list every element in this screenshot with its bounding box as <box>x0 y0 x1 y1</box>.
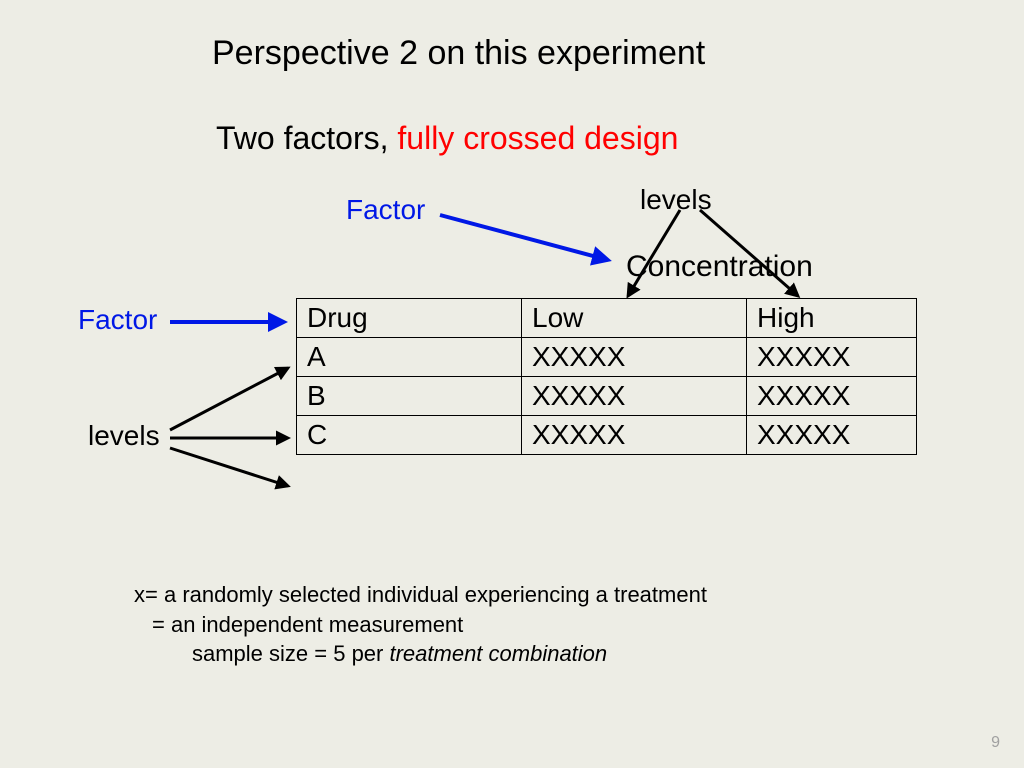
cell: A <box>297 338 522 377</box>
factor-label-left: Factor <box>78 304 157 336</box>
table-row: B XXXXX XXXXX <box>297 377 917 416</box>
levels-label-left: levels <box>88 420 160 452</box>
footnote: x= a randomly selected individual experi… <box>134 580 707 669</box>
cell: XXXXX <box>747 377 917 416</box>
footnote-line1: x= a randomly selected individual experi… <box>134 580 707 610</box>
cell: XXXXX <box>747 416 917 455</box>
col-header: High <box>747 299 917 338</box>
footnote-x: x= <box>134 582 164 607</box>
levels-label-top: levels <box>640 184 712 216</box>
subtitle-black: Two factors, <box>216 120 397 156</box>
arrow-levels-c <box>170 448 288 486</box>
footnote-line3: sample size = 5 per treatment combinatio… <box>134 639 707 669</box>
arrow-levels-a <box>170 368 288 430</box>
table-header-row: Drug Low High <box>297 299 917 338</box>
col-header: Low <box>522 299 747 338</box>
slide-subtitle: Two factors, fully crossed design <box>216 120 678 157</box>
subtitle-red: fully crossed design <box>397 120 678 156</box>
factor-label-top: Factor <box>346 194 425 226</box>
cell: B <box>297 377 522 416</box>
page-number: 9 <box>991 734 1000 752</box>
cell: C <box>297 416 522 455</box>
concentration-label: Concentration <box>626 250 813 284</box>
footnote-line3-italic: treatment combination <box>389 641 607 666</box>
cell: XXXXX <box>522 338 747 377</box>
footnote-line1-rest: a randomly selected individual experienc… <box>164 582 707 607</box>
slide-title: Perspective 2 on this experiment <box>212 34 705 73</box>
cell: XXXXX <box>747 338 917 377</box>
footnote-line3-prefix: sample size = 5 per <box>192 641 389 666</box>
footnote-line2: = an independent measurement <box>134 610 707 640</box>
arrow-factor-top <box>440 215 608 260</box>
col-header: Drug <box>297 299 522 338</box>
cell: XXXXX <box>522 377 747 416</box>
cell: XXXXX <box>522 416 747 455</box>
table-row: A XXXXX XXXXX <box>297 338 917 377</box>
table-row: C XXXXX XXXXX <box>297 416 917 455</box>
design-table: Drug Low High A XXXXX XXXXX B XXXXX XXXX… <box>296 298 917 455</box>
